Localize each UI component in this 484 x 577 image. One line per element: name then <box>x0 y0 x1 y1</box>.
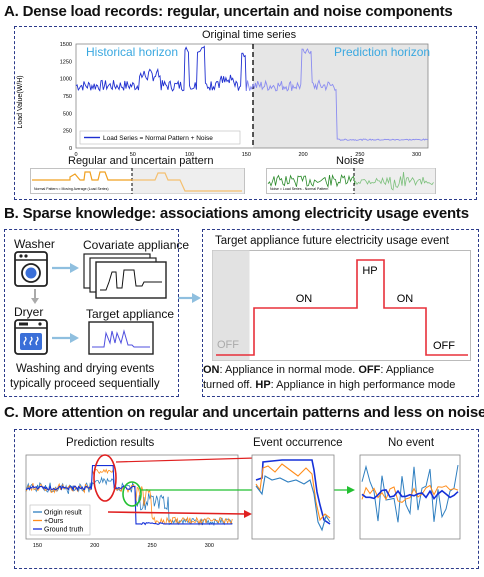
prediction-series <box>245 48 429 142</box>
x-tick-label: 150 <box>242 152 251 158</box>
historical-series <box>75 45 247 92</box>
on-desc: : Appliance in normal mode. <box>219 364 359 376</box>
on-key: ON <box>203 364 220 376</box>
historical-horizon-label: Historical horizon <box>86 45 178 59</box>
y-tick-label: 1500 <box>60 42 72 48</box>
section-a-frame <box>14 26 477 200</box>
target-appliance-card <box>88 321 154 355</box>
normal-pattern-history <box>32 171 132 181</box>
event-highlight-ellipse <box>93 454 117 502</box>
event-description-line2: turned off. HP: Appliance in high perfor… <box>203 379 455 391</box>
washer-icon <box>14 251 48 287</box>
section-c-title: C. More attention on regular and uncerta… <box>4 404 484 421</box>
legend-box <box>79 130 241 145</box>
x-tick-label: 300 <box>205 543 214 549</box>
plot-frame <box>75 43 429 149</box>
target-signal <box>92 329 150 348</box>
event-title: Target appliance future electricity usag… <box>215 235 449 247</box>
y-tick-label: 250 <box>63 129 72 135</box>
section-a-title: A. Dense load records: regular, uncertai… <box>4 3 453 20</box>
legend-item: +Ours <box>44 518 64 525</box>
section-b-left-frame <box>4 229 179 397</box>
arrow-to-event-icon <box>178 293 201 303</box>
noise-chart: Noise = Load Series - Normal Pattern <box>266 168 436 194</box>
y-tick-label: 1000 <box>60 77 72 83</box>
x-tick-label: 100 <box>185 152 194 158</box>
off-key: OFF <box>358 364 381 376</box>
event-line <box>216 259 468 356</box>
original-series-chart: 0 250 500 750 1000 1250 1500 0 50 100 150 200 250 30… <box>17 42 430 158</box>
hp-key: HP <box>255 379 271 391</box>
covariate-cards <box>83 253 167 299</box>
ours-zoom <box>255 463 331 522</box>
noise-prediction <box>353 172 434 191</box>
state-on-1: ON <box>296 293 313 305</box>
event-chart: OFF ON HP ON OFF <box>212 250 471 361</box>
legend-text: Load Series = Normal Pattern + Noise <box>103 135 213 142</box>
event-zoom-frame <box>251 454 335 540</box>
x-tick-label: 200 <box>299 152 308 158</box>
section-b-right-frame <box>202 229 479 397</box>
y-tick-label: 0 <box>69 146 72 152</box>
prediction-panel: 150 200 250 300 Origin result+Ours Ground tr… <box>25 454 461 549</box>
regular-pattern-title: Regular and uncertain pattern <box>68 155 214 167</box>
noise-history <box>267 173 356 189</box>
arrow-down-icon <box>31 289 39 304</box>
x-tick-label: 0 <box>74 152 77 158</box>
prediction-shade <box>253 44 428 148</box>
ground-truth-series <box>25 465 233 526</box>
ours-noevent <box>361 484 459 503</box>
noise-legend: Noise = Load Series - Normal Pattern <box>270 187 328 191</box>
caption-line2: typically proceed sequentially <box>10 378 160 390</box>
normal-pattern-prediction <box>132 172 242 192</box>
y-axis-label: Load Value(W/H) <box>17 75 24 128</box>
x-tick-label: 150 <box>33 543 42 549</box>
event-occurrence-title: Event occurrence <box>253 437 343 449</box>
dryer-icon <box>14 319 48 355</box>
state-on-2: ON <box>397 293 414 305</box>
legend-item: Origin result <box>44 510 82 517</box>
section-c-frame <box>14 429 479 569</box>
legend-item: Ground truth <box>44 527 83 534</box>
off-desc-cont: turned off. <box>203 379 256 391</box>
target-appliance-label: Target appliance <box>86 307 175 321</box>
x-tick-label: 250 <box>355 152 364 158</box>
x-tick-label: 300 <box>412 152 421 158</box>
x-tick-label: 50 <box>130 152 136 158</box>
arrow-right-icon <box>52 263 79 273</box>
load-series <box>75 45 429 142</box>
hp-desc: : Appliance in high performance mode <box>270 379 456 391</box>
noise-highlight-ellipse <box>122 481 142 507</box>
off-desc: : Appliance <box>380 364 435 376</box>
no-event-title: No event <box>388 437 435 449</box>
dryer-label: Dryer <box>14 305 44 319</box>
arrow-right-icon <box>52 333 79 343</box>
regular-pattern-chart: Normal Pattern = Moving Average (Load Se… <box>30 168 245 194</box>
covariate-signal <box>100 269 162 291</box>
caption-line1: Washing and drying events <box>16 363 155 375</box>
state-off-future: OFF <box>433 340 455 352</box>
x-tick-label: 200 <box>90 543 99 549</box>
y-tick-label: 1250 <box>60 59 72 65</box>
prediction-horizon-label: Prediction horizon <box>334 45 430 59</box>
y-tick-label: 500 <box>63 111 72 117</box>
state-off-past: OFF <box>217 339 239 351</box>
ground-truth-noevent <box>361 489 459 501</box>
y-tick-label: 750 <box>63 94 72 100</box>
state-hp: HP <box>362 265 377 277</box>
prediction-results-title: Prediction results <box>66 437 155 449</box>
regular-legend: Normal Pattern = Moving Average (Load Se… <box>34 187 109 191</box>
x-tick-label: 250 <box>147 543 156 549</box>
origin-zoom <box>255 475 331 532</box>
washer-label: Washer <box>14 237 55 251</box>
original-series-title: Original time series <box>202 29 297 41</box>
origin-noevent <box>361 464 459 523</box>
event-description-line1: ON: Appliance in normal mode. OFF: Appli… <box>203 364 434 376</box>
covariate-label: Covariate appliance <box>83 238 190 252</box>
section-b-title: B. Sparse knowledge: associations among … <box>4 205 469 222</box>
noise-title: Noise <box>336 155 365 167</box>
